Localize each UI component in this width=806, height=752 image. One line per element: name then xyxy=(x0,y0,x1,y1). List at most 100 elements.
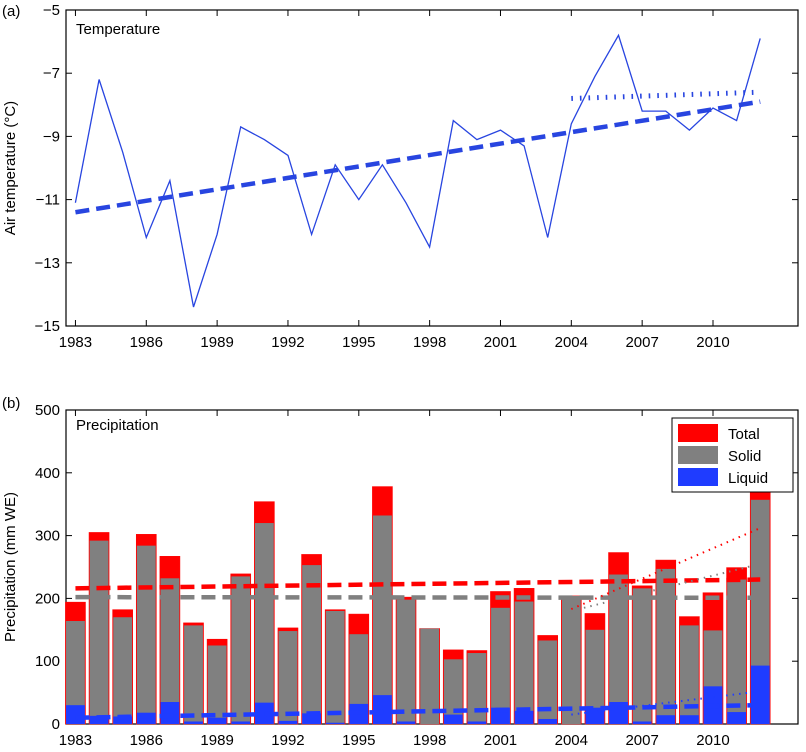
temperature-point xyxy=(263,138,266,141)
temperature-trend-dashed xyxy=(75,99,761,215)
bar-liquid xyxy=(679,715,699,724)
legend-swatch-total xyxy=(678,424,718,442)
bar-solid xyxy=(609,574,628,724)
precipitation-y-tick-label: 0 xyxy=(52,716,60,733)
temperature-point xyxy=(310,233,313,236)
precipitation-x-tick-label: 1983 xyxy=(59,732,92,749)
temperature-axes: −15 −13 −11 −9 −7 −5 1983 1986 1989 1992 1995 1998 2… xyxy=(35,2,798,351)
temperature-point xyxy=(711,106,714,109)
temperature-point xyxy=(216,233,219,236)
precipitation-x-tick-label: 1998 xyxy=(413,732,446,749)
bar-solid xyxy=(585,629,605,724)
temperature-point xyxy=(381,163,384,166)
bar-liquid xyxy=(231,721,251,724)
temperature-point xyxy=(475,138,478,141)
temperature-point xyxy=(239,125,242,128)
temperature-point xyxy=(286,154,289,157)
temperature-y-tick-label: −5 xyxy=(43,2,60,19)
precipitation-trend-dashed xyxy=(75,702,761,720)
temperature-x-tick-label: 1992 xyxy=(271,334,304,351)
temperature-y-tick-label: −11 xyxy=(36,192,60,209)
temperature-x-tick-label: 1983 xyxy=(59,334,92,351)
bar-solid xyxy=(160,578,180,724)
precipitation-y-tick-label: 100 xyxy=(35,653,60,670)
bar-liquid xyxy=(514,710,534,724)
temperature-x-tick-label: 2007 xyxy=(625,334,658,351)
bar-liquid xyxy=(160,702,180,724)
temperature-x-tick-label: 1989 xyxy=(200,334,233,351)
bar-liquid xyxy=(254,702,274,724)
precipitation-marks xyxy=(65,441,771,725)
bar-solid xyxy=(278,631,298,724)
bar-solid xyxy=(656,568,676,724)
temperature-x-tick-label: 1995 xyxy=(342,334,375,351)
bar-solid xyxy=(727,579,747,724)
precipitation-y-tick-label: 200 xyxy=(35,590,60,607)
temperature-x-tick-label: 2010 xyxy=(696,334,729,351)
bar-liquid xyxy=(585,707,605,724)
precipitation-x-tick-label: 1992 xyxy=(271,732,304,749)
temperature-point xyxy=(570,122,573,125)
temperature-point xyxy=(735,119,738,122)
bar-liquid xyxy=(396,721,416,724)
temperature-point xyxy=(145,236,148,239)
bar-solid xyxy=(443,659,463,724)
precipitation-x-tick-label: 2007 xyxy=(625,732,658,749)
temperature-point xyxy=(523,144,526,147)
bar-solid xyxy=(467,653,487,724)
bar-solid xyxy=(420,628,440,724)
bar-liquid xyxy=(609,702,628,724)
bar-liquid xyxy=(538,718,558,724)
precipitation-y-tick-label: 400 xyxy=(35,465,60,482)
temperature-y-tick-label: −15 xyxy=(35,318,60,335)
temperature-trend-dotted xyxy=(571,89,761,101)
bar-solid xyxy=(302,565,321,724)
temperature-x-tick-label: 2004 xyxy=(555,334,588,351)
temperature-point xyxy=(759,37,762,40)
temperature-x-tick-label: 1986 xyxy=(130,334,163,351)
precipitation-y-tick-label: 300 xyxy=(35,528,60,545)
bar-liquid xyxy=(656,715,676,724)
temperature-y-axis-label: Air temperature (°C) xyxy=(2,101,19,235)
precipitation-axes: 0 100 200 300 400 500 1983 1986 1989 1992 1995 1998… xyxy=(35,402,798,749)
bar-liquid xyxy=(113,716,133,724)
bar-liquid xyxy=(184,721,203,724)
temperature-point xyxy=(546,236,549,239)
bar-solid xyxy=(66,621,85,724)
precipitation-panel: (b) 0 100 200 300 400 500 1983 1986 1989 1992 1995… xyxy=(2,395,799,749)
bar-solid xyxy=(679,625,699,724)
bar-liquid xyxy=(443,714,463,724)
temperature-point xyxy=(121,151,124,154)
temperature-plot-frame xyxy=(65,9,799,327)
precipitation-x-tick-label: 1989 xyxy=(200,732,233,749)
temperature-point xyxy=(688,129,691,132)
bar-liquid xyxy=(727,712,747,724)
bar-solid xyxy=(632,588,652,724)
bar-solid xyxy=(207,645,227,724)
temperature-point xyxy=(405,201,408,204)
legend-label-solid: Solid xyxy=(728,448,761,465)
precipitation-x-tick-label: 1986 xyxy=(130,732,163,749)
bar-solid xyxy=(396,599,416,724)
bar-solid xyxy=(184,625,203,724)
bar-solid xyxy=(349,634,369,724)
temperature-point xyxy=(192,306,195,309)
temperature-point xyxy=(593,75,596,78)
bar-liquid xyxy=(278,720,298,724)
temperature-point xyxy=(664,110,667,113)
precipitation-title: Precipitation xyxy=(76,417,159,434)
precipitation-trend-dashed xyxy=(75,594,761,601)
temperature-y-tick-label: −9 xyxy=(43,128,60,145)
bar-liquid xyxy=(66,705,85,724)
bar-solid xyxy=(514,601,534,724)
temperature-point xyxy=(428,246,431,249)
temperature-point xyxy=(499,129,502,132)
bar-liquid xyxy=(325,722,345,724)
temperature-point xyxy=(334,163,337,166)
bar-solid xyxy=(373,515,392,724)
temperature-point xyxy=(98,78,101,81)
legend-label-total: Total xyxy=(728,426,760,443)
temperature-x-tick-label: 1998 xyxy=(413,334,446,351)
precipitation-y-axis-label: Precipitation (mm WE) xyxy=(2,492,19,642)
